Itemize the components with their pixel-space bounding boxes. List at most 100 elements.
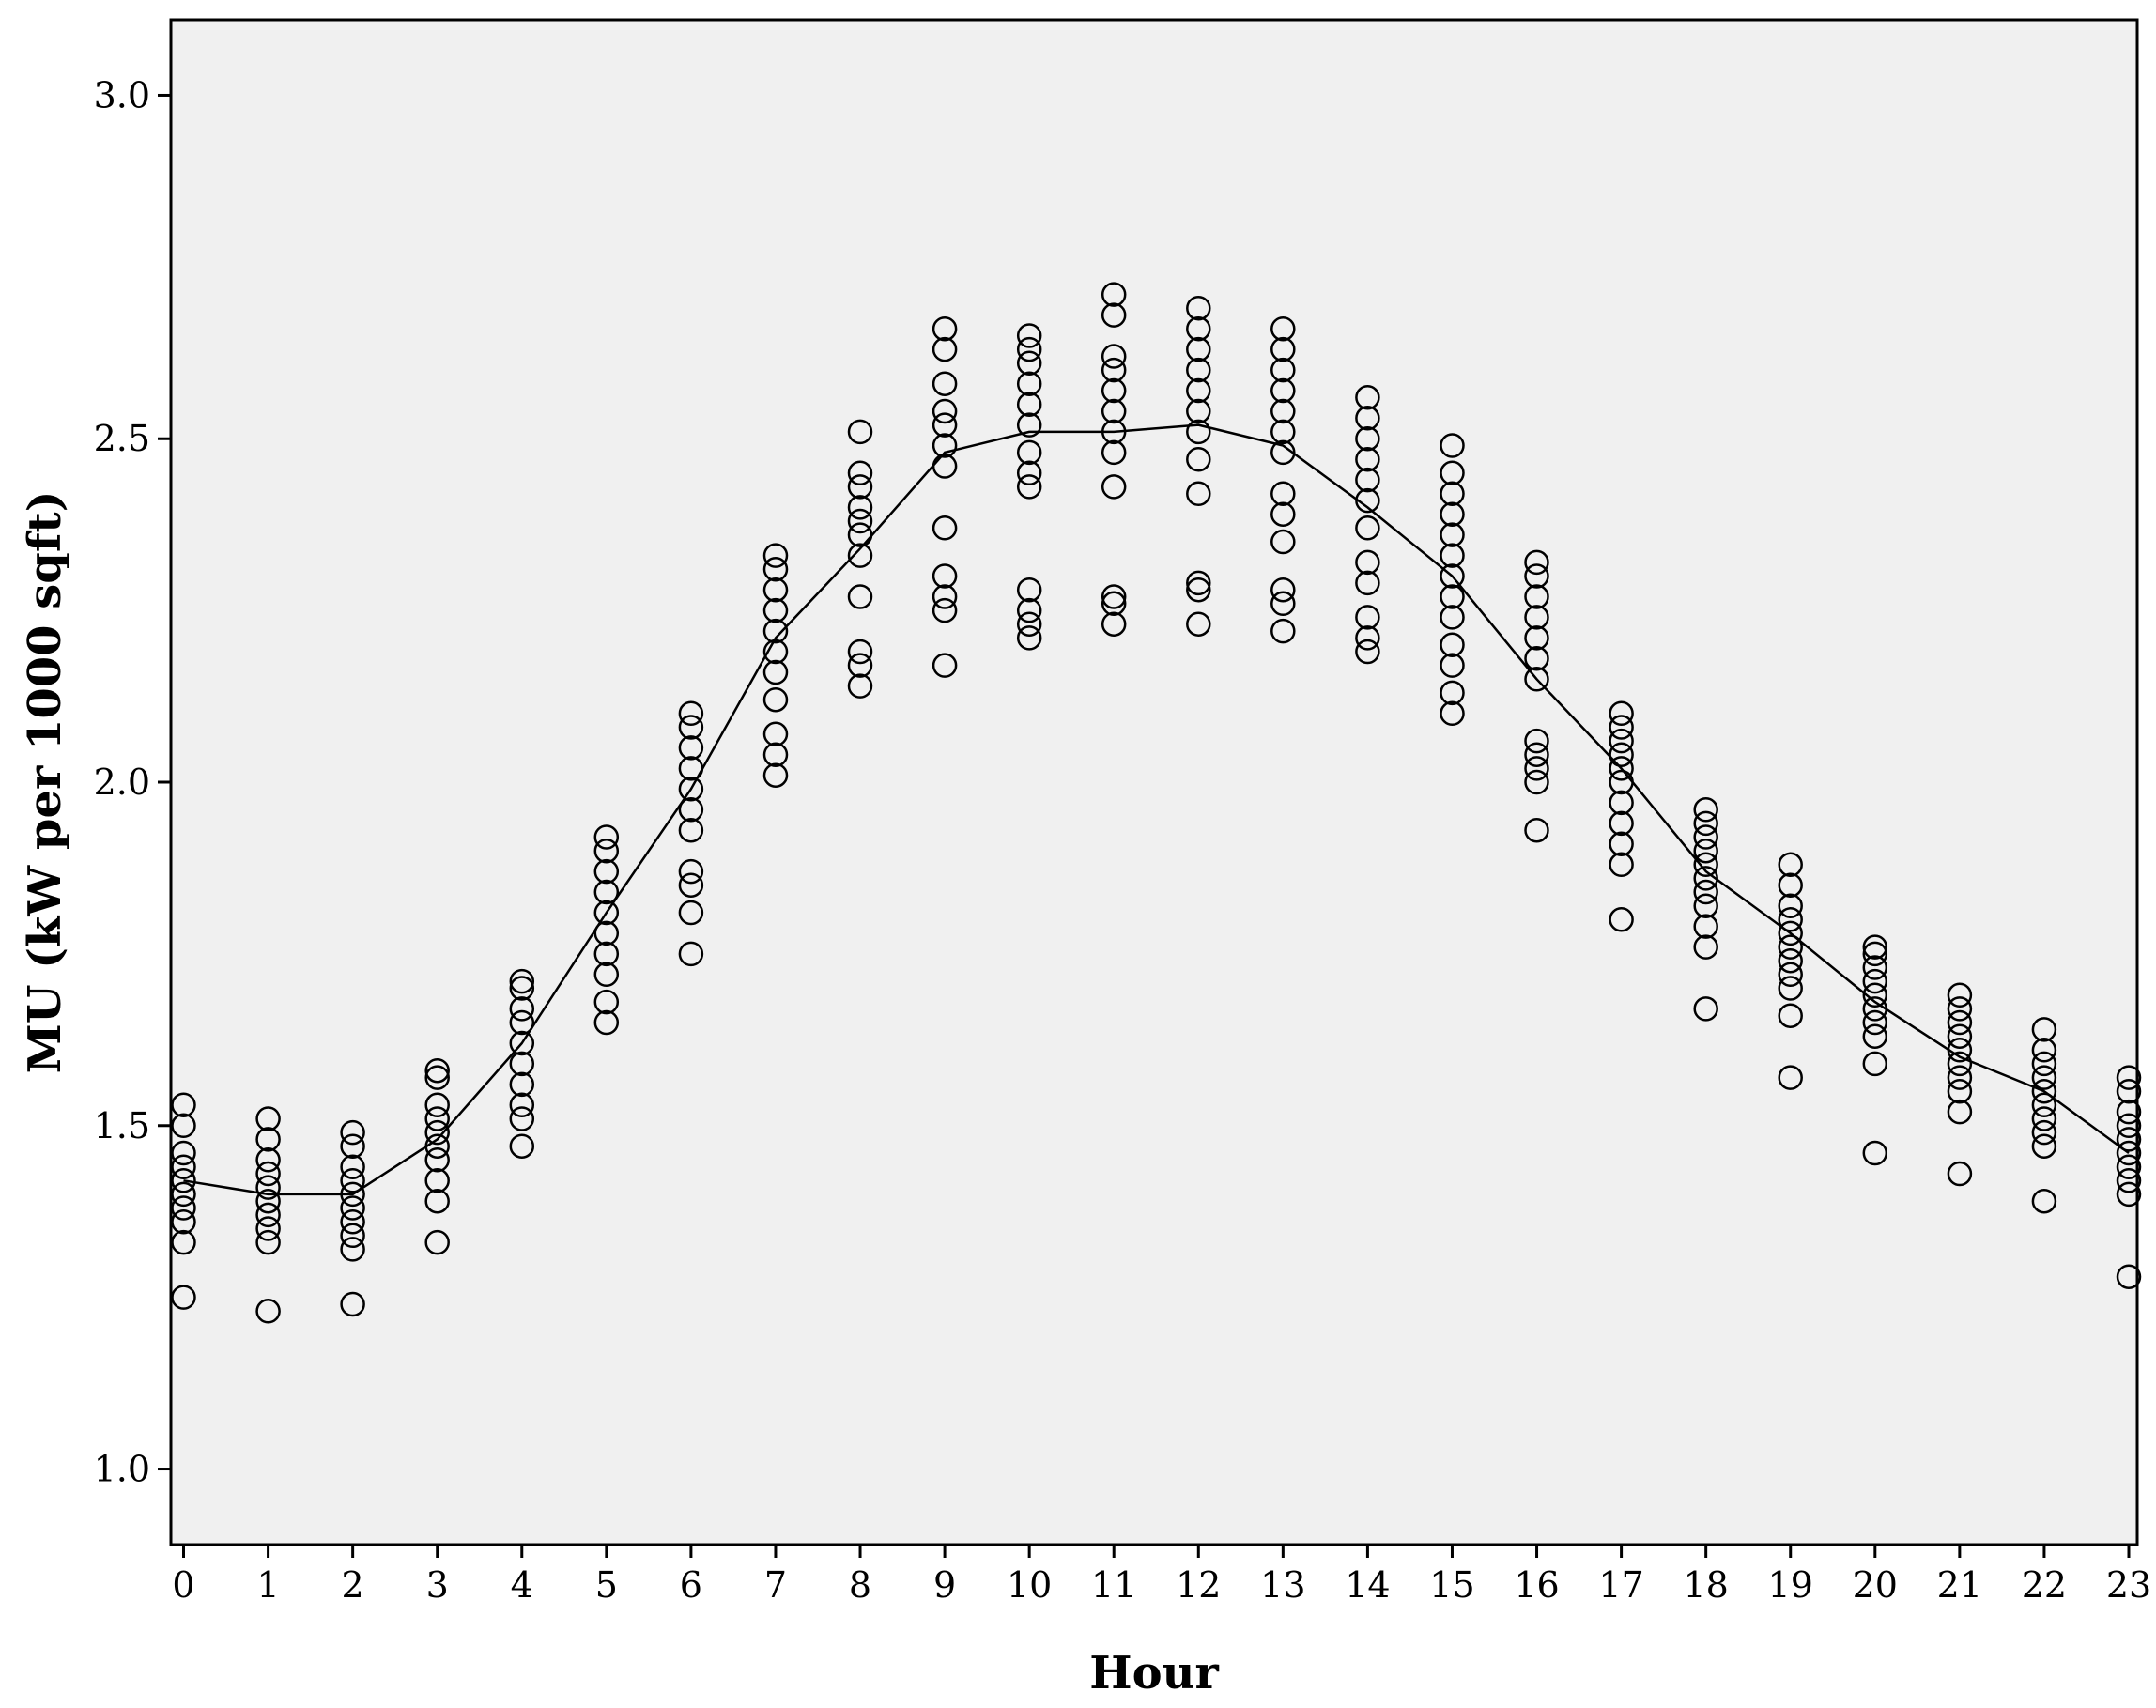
- scatter-point: [1440, 680, 1465, 706]
- scatter-point: [1609, 728, 1634, 754]
- scatter-point: [932, 653, 958, 678]
- scatter-point: [1270, 591, 1296, 617]
- scatter-point: [593, 824, 620, 850]
- x-tick-label: 6: [680, 1564, 702, 1606]
- scatter-point: [171, 1168, 196, 1193]
- scatter-point: [1440, 543, 1465, 568]
- scatter-point: [2116, 1264, 2142, 1289]
- scatter-point: [255, 1127, 281, 1152]
- scatter-point: [424, 1168, 450, 1193]
- scatter-point: [2116, 1065, 2142, 1090]
- scatter-point: [1778, 934, 1803, 960]
- scatter-point: [932, 454, 958, 479]
- x-tick-label: 11: [1091, 1564, 1136, 1606]
- scatter-point: [1016, 577, 1042, 603]
- scatter-point: [424, 1119, 450, 1146]
- scatter-point: [1440, 584, 1465, 609]
- y-axis: 1.0 1.5 2.0 2.5 3.0: [94, 74, 171, 1490]
- scatter-point: [255, 1147, 281, 1173]
- scatter-point: [678, 715, 704, 740]
- scatter-point: [1186, 611, 1211, 637]
- scatter-point: [340, 1133, 365, 1159]
- scatter-point: [1524, 549, 1549, 576]
- scatter-point: [678, 777, 704, 802]
- scatter-point: [1778, 1065, 1803, 1090]
- scatter-point: [2031, 1119, 2057, 1146]
- scatter-point: [932, 515, 958, 541]
- scatter-point: [424, 1106, 450, 1131]
- scatter-point: [1524, 563, 1549, 589]
- scatter-point: [1609, 715, 1634, 740]
- scatter-point: [1355, 639, 1380, 665]
- scatter-point: [1355, 570, 1380, 596]
- scatter-point: [509, 1030, 535, 1056]
- x-tick-label: 8: [849, 1564, 871, 1606]
- scatter-point: [171, 1285, 196, 1310]
- scatter-point: [762, 742, 789, 767]
- scatter-point: [509, 996, 535, 1022]
- scatter-point: [847, 673, 873, 699]
- x-tick-label: 13: [1260, 1564, 1305, 1606]
- scatter-point: [1186, 315, 1211, 342]
- y-axis-title: MU (kW per 1000 sqft): [19, 491, 71, 1074]
- scatter-point: [509, 1051, 535, 1077]
- scatter-point: [1270, 618, 1296, 644]
- y-tick-label: 1.0: [94, 1449, 150, 1490]
- x-tick-label: 15: [1429, 1564, 1474, 1606]
- scatter-point: [509, 1133, 535, 1159]
- scatter-point: [593, 858, 620, 885]
- scatter-point: [762, 721, 789, 747]
- scatter-point: [678, 858, 704, 885]
- scatter-point: [1693, 838, 1718, 864]
- scatter-point: [1101, 419, 1127, 445]
- scatter-point: [1947, 1161, 1973, 1187]
- scatter-point: [1947, 996, 1973, 1022]
- scatter-point: [1778, 907, 1803, 932]
- scatter-point: [1355, 385, 1380, 410]
- trend-line: [183, 423, 2130, 1196]
- scatter-point: [171, 1195, 196, 1221]
- scatter-point: [1778, 872, 1803, 898]
- scatter-point: [593, 879, 620, 905]
- scatter-point: [847, 522, 873, 547]
- scatter-point: [1016, 439, 1042, 466]
- scatter-point: [1440, 522, 1465, 547]
- scatter-point: [847, 639, 873, 665]
- scatter-point: [509, 1106, 535, 1131]
- scatter-point: [762, 577, 789, 603]
- scatter-point: [1693, 852, 1718, 878]
- scatter-point: [340, 1223, 365, 1249]
- y-tick-label: 2.5: [94, 418, 150, 459]
- scatter-point: [1186, 419, 1211, 445]
- scatter-point: [847, 474, 873, 500]
- scatter-point: [1947, 1038, 1973, 1063]
- scatter-point: [340, 1168, 365, 1193]
- scatter-point: [1524, 742, 1549, 767]
- scatter-point: [171, 1208, 196, 1235]
- x-tick-label: 23: [2106, 1564, 2151, 1606]
- scatter-point: [1524, 646, 1549, 671]
- scatter-point: [762, 762, 789, 788]
- scatter-point: [593, 962, 620, 988]
- scatter-point: [1270, 577, 1296, 603]
- scatter-point: [1609, 742, 1634, 767]
- plot-area: [169, 18, 2139, 1546]
- scatter-point: [1270, 529, 1296, 555]
- scatter-point: [1270, 315, 1296, 342]
- scatter-point: [509, 968, 535, 994]
- scatter-point: [847, 495, 873, 520]
- scatter-point: [1016, 597, 1042, 623]
- scatter-point: [171, 1229, 196, 1255]
- scatter-point: [932, 398, 958, 424]
- scatter-point: [1101, 302, 1127, 328]
- scatter-point: [1101, 398, 1127, 424]
- scatter-point: [2031, 1051, 2057, 1077]
- scatter-point: [2031, 1078, 2057, 1104]
- scatter-point: [255, 1175, 281, 1200]
- scatter-point: [1016, 323, 1042, 348]
- scatter-point: [1693, 810, 1718, 837]
- scatter-point: [1186, 336, 1211, 362]
- scatter-point: [1101, 584, 1127, 609]
- scatter-point: [847, 543, 873, 568]
